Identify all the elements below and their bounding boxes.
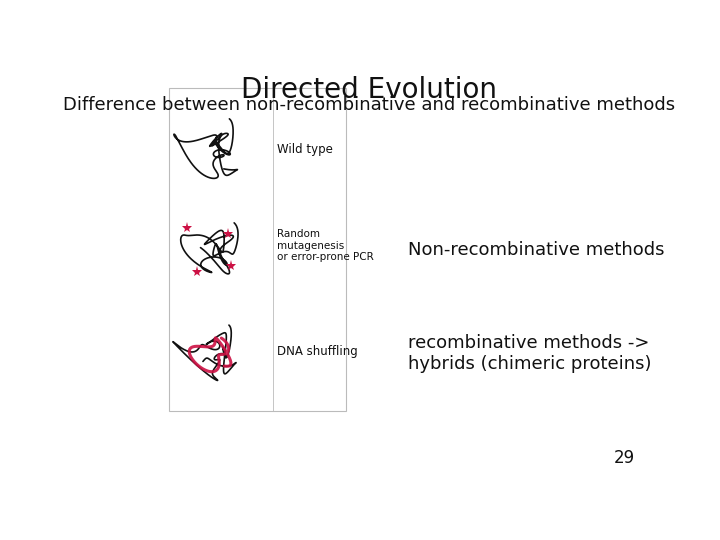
Text: Wild type: Wild type [276, 143, 333, 156]
Text: DNA shuffling: DNA shuffling [276, 345, 357, 357]
FancyBboxPatch shape [168, 88, 346, 411]
Text: Non-recombinative methods: Non-recombinative methods [408, 241, 664, 259]
Text: 29: 29 [613, 449, 634, 467]
Text: Random
mutagenesis
or error-prone PCR: Random mutagenesis or error-prone PCR [276, 229, 374, 262]
Text: recombinative methods ->
hybrids (chimeric proteins): recombinative methods -> hybrids (chimer… [408, 334, 651, 373]
Text: Directed Evolution: Directed Evolution [241, 76, 497, 104]
Text: Difference between non-recombinative and recombinative methods: Difference between non-recombinative and… [63, 96, 675, 113]
